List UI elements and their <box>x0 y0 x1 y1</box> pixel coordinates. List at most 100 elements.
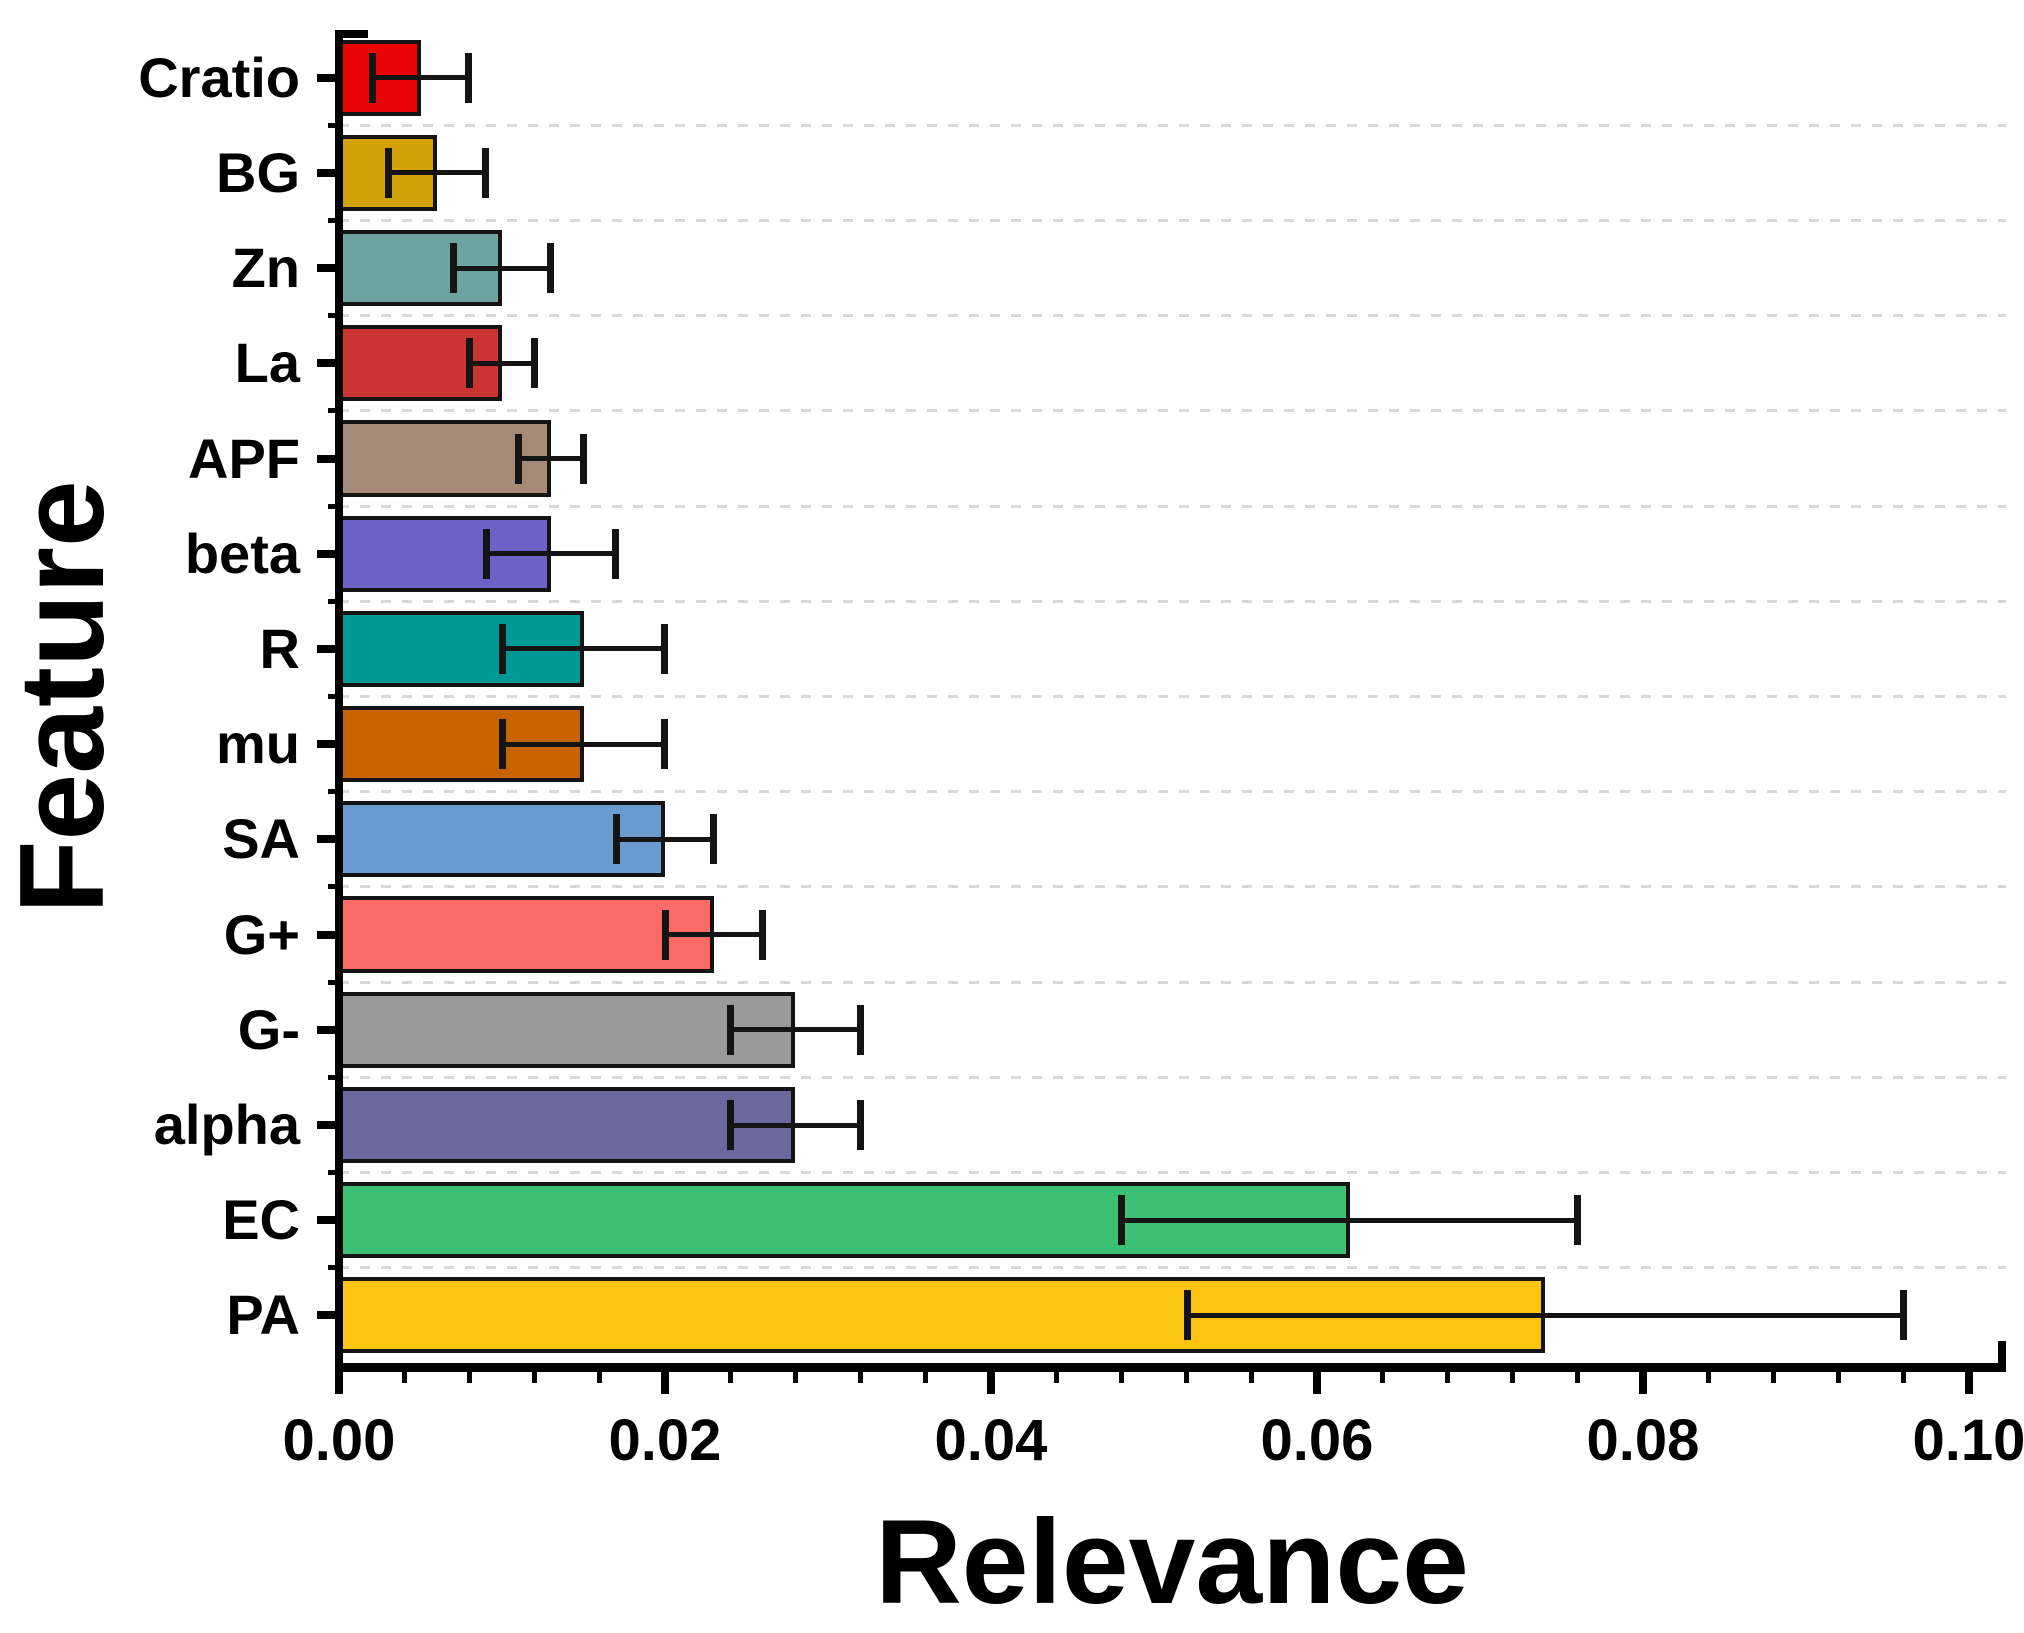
y-minor-tick <box>328 217 339 223</box>
y-tick-label-SA: SA <box>222 807 300 871</box>
y-minor-tick <box>328 1074 339 1080</box>
error-cap-right-La <box>530 338 538 389</box>
grid-line <box>339 218 2006 222</box>
error-line-APF <box>518 456 584 461</box>
error-cap-right-Zn <box>546 243 554 293</box>
grid-line <box>339 123 2006 127</box>
y-minor-tick <box>328 598 339 604</box>
error-cap-left-G+ <box>662 909 669 960</box>
y-major-tick <box>317 1025 339 1034</box>
error-cap-left-BG <box>384 147 392 198</box>
error-cap-right-alpha <box>856 1100 864 1150</box>
error-cap-right-APF <box>579 433 587 484</box>
y-major-tick <box>317 73 339 82</box>
grid-line <box>339 409 2006 413</box>
error-line-SA <box>616 836 714 842</box>
grid-line <box>339 504 2006 508</box>
error-line-BG <box>387 170 486 176</box>
error-cap-right-mu <box>661 719 668 770</box>
y-major-tick <box>317 740 339 749</box>
error-line-R <box>502 646 665 652</box>
error-cap-right-G- <box>856 1004 864 1055</box>
error-cap-left-alpha <box>727 1100 735 1150</box>
error-cap-left-Cratio <box>368 52 376 103</box>
grid-line <box>339 314 2006 318</box>
x-minor-tick <box>532 1372 538 1383</box>
x-minor-tick <box>1836 1372 1842 1383</box>
bar-SA <box>339 801 665 878</box>
error-line-G+ <box>665 932 763 937</box>
y-minor-tick <box>328 1170 339 1176</box>
x-minor-tick <box>727 1372 733 1383</box>
y-tick-label-G+: G+ <box>223 902 300 966</box>
x-major-tick-0.10 <box>1965 1372 1973 1394</box>
x-tick-label-0.10: 0.10 <box>1912 1408 2024 1473</box>
y-major-tick <box>317 1121 339 1129</box>
error-cap-left-Zn <box>450 243 458 293</box>
grid-line <box>339 1171 2006 1175</box>
error-cap-left-SA <box>613 814 621 865</box>
grid-line <box>339 885 2006 889</box>
error-cap-right-SA <box>709 814 717 865</box>
error-cap-right-EC <box>1573 1195 1581 1246</box>
x-minor-tick <box>858 1372 864 1383</box>
x-major-tick-0.06 <box>1313 1372 1321 1394</box>
x-axis-title: Relevance <box>875 1495 1469 1629</box>
x-major-tick-0.04 <box>987 1372 995 1394</box>
error-cap-left-G- <box>727 1004 735 1055</box>
x-minor-tick <box>1575 1372 1581 1383</box>
x-minor-tick <box>1379 1372 1385 1383</box>
y-major-tick <box>317 930 339 939</box>
error-line-Cratio <box>371 75 470 81</box>
error-cap-right-R <box>661 623 668 674</box>
x-minor-tick <box>466 1372 472 1383</box>
bar-G- <box>339 991 796 1068</box>
y-major-tick <box>317 835 339 844</box>
x-minor-tick <box>1705 1372 1711 1383</box>
x-minor-tick <box>401 1372 407 1383</box>
y-major-tick <box>317 549 339 558</box>
y-minor-tick <box>328 884 339 890</box>
y-tick-label-beta: beta <box>184 521 300 585</box>
x-minor-tick <box>1184 1372 1190 1383</box>
x-minor-tick <box>792 1372 798 1383</box>
error-cap-right-G+ <box>758 909 766 960</box>
x-axis-right-hook <box>1998 1341 2006 1363</box>
grid-line <box>339 790 2006 794</box>
x-major-tick-0.02 <box>661 1372 669 1394</box>
error-cap-left-APF <box>515 433 523 484</box>
error-cap-left-beta <box>482 528 490 579</box>
x-minor-tick <box>1901 1372 1907 1383</box>
error-line-mu <box>502 741 665 747</box>
y-minor-tick <box>328 408 339 414</box>
x-minor-tick <box>1770 1372 1776 1383</box>
grid-line <box>339 599 2006 603</box>
x-minor-tick <box>1444 1372 1450 1383</box>
grid-line <box>339 1075 2006 1079</box>
error-line-beta <box>485 551 617 557</box>
error-cap-left-R <box>499 623 506 674</box>
x-minor-tick <box>1510 1372 1516 1383</box>
error-cap-left-mu <box>499 719 506 770</box>
y-tick-label-La: La <box>234 331 300 395</box>
y-tick-label-Cratio: Cratio <box>138 45 300 109</box>
error-cap-right-BG <box>481 147 489 198</box>
error-line-EC <box>1121 1217 1578 1223</box>
grid-line <box>339 1266 2006 1270</box>
y-minor-tick <box>328 1265 339 1271</box>
y-major-tick <box>317 359 339 368</box>
x-tick-label-0.06: 0.06 <box>1260 1408 1374 1473</box>
x-axis-line <box>335 1363 2006 1372</box>
x-tick-label-0.04: 0.04 <box>934 1408 1048 1473</box>
x-tick-label-0.08: 0.08 <box>1586 1408 1700 1473</box>
y-minor-tick <box>328 789 339 795</box>
error-cap-left-La <box>466 338 474 389</box>
y-minor-tick <box>328 694 339 699</box>
y-tick-label-EC: EC <box>222 1188 300 1252</box>
x-minor-tick <box>1249 1372 1255 1383</box>
y-major-tick <box>317 1311 339 1320</box>
y-minor-tick <box>328 979 339 985</box>
error-cap-right-Cratio <box>465 52 473 103</box>
y-major-tick <box>317 264 339 272</box>
y-major-tick <box>317 168 339 177</box>
